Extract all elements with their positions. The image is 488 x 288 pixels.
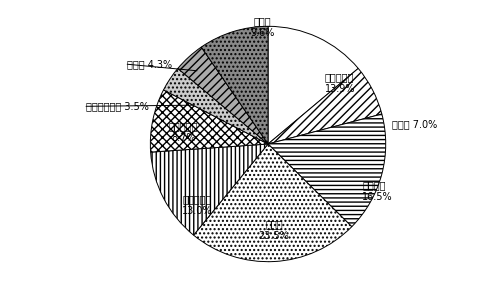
Wedge shape — [267, 114, 385, 227]
Wedge shape — [163, 69, 267, 144]
Text: 病院等
23.5%: 病院等 23.5% — [258, 219, 289, 241]
Wedge shape — [178, 47, 267, 144]
Text: 障害者団体
13.0%: 障害者団体 13.0% — [182, 194, 212, 216]
Text: 学校等 7.0%: 学校等 7.0% — [391, 119, 436, 129]
Text: 家族・親族
8.7%: 家族・親族 8.7% — [168, 122, 198, 143]
Wedge shape — [267, 26, 358, 144]
Text: 無回答
9.6%: 無回答 9.6% — [249, 16, 274, 38]
Text: テレビ等
16.5%: テレビ等 16.5% — [362, 180, 392, 202]
Wedge shape — [201, 26, 267, 144]
Wedge shape — [193, 144, 351, 262]
Text: その他 4.3%: その他 4.3% — [126, 59, 172, 69]
Text: 専門相談機関 3.5%: 専門相談機関 3.5% — [85, 101, 148, 111]
Wedge shape — [267, 69, 381, 144]
Wedge shape — [150, 90, 267, 152]
Text: 広報たなべ
13.9%: 広報たなべ 13.9% — [324, 72, 354, 94]
Wedge shape — [150, 144, 267, 235]
